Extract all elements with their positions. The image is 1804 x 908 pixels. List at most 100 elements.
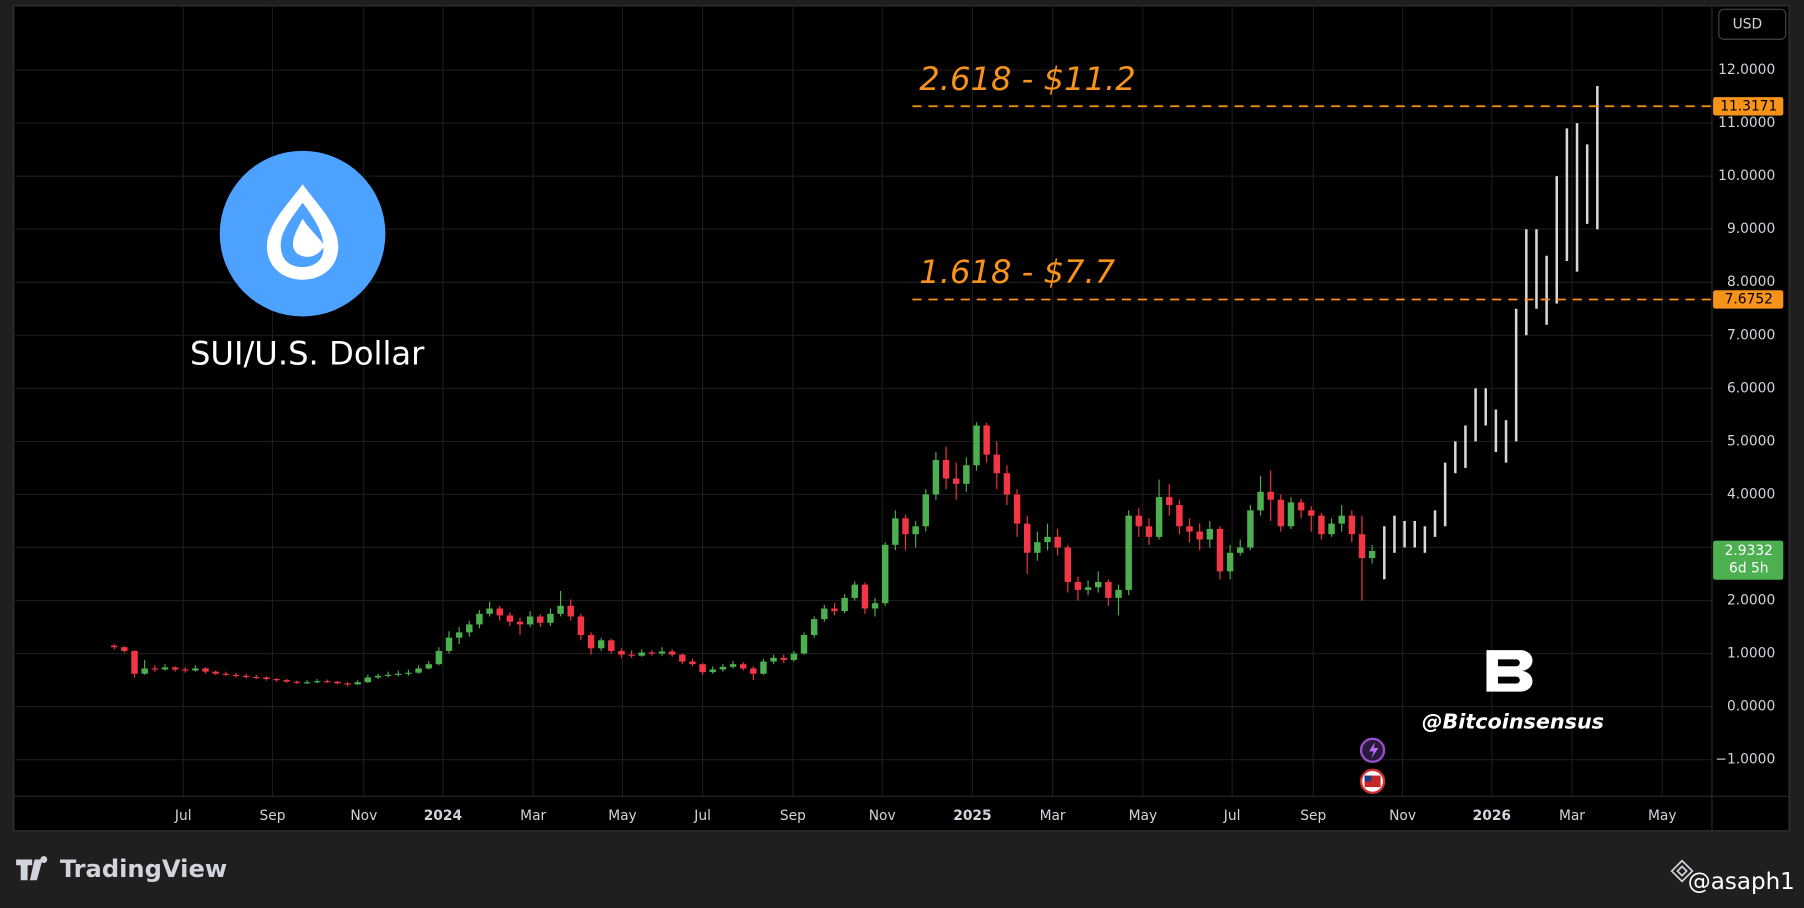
watermark-logo	[1486, 650, 1533, 692]
candle-body	[618, 650, 625, 655]
watermark-text: @Bitcoinsensus	[1422, 710, 1604, 734]
candle-body	[892, 518, 899, 545]
candle-body	[1084, 587, 1092, 590]
candle-body	[973, 425, 980, 466]
event-bolt	[1369, 742, 1379, 759]
candle-body	[871, 603, 879, 609]
currency-label[interactable]: USD	[1733, 16, 1762, 32]
candle-body	[364, 677, 372, 683]
candle-body	[476, 613, 483, 625]
candle-body	[232, 674, 240, 676]
candle-body	[780, 657, 787, 660]
price-badge	[1713, 97, 1784, 116]
tradingview-logo	[16, 856, 48, 881]
candle-body	[750, 668, 757, 674]
candle-body	[841, 597, 848, 612]
candle-body	[395, 673, 402, 675]
candle-body	[1328, 523, 1335, 535]
x-tick-label: Jul	[174, 808, 192, 824]
candle-body	[1237, 547, 1244, 553]
candle-body	[151, 668, 159, 670]
fib-label: 2.618 - $11.2	[919, 60, 1135, 98]
x-tick-label: Mar	[1559, 808, 1585, 824]
candle-body	[141, 668, 148, 674]
candle-body	[1064, 547, 1072, 582]
candle-body	[273, 679, 280, 681]
candle-body	[121, 647, 128, 651]
candle-body	[1034, 542, 1041, 553]
last-price-badge	[1713, 540, 1784, 580]
flag-stripes	[1364, 775, 1381, 788]
candle-body	[374, 675, 382, 678]
candle-body	[445, 637, 453, 651]
candle-body	[242, 675, 250, 678]
candle-body	[344, 683, 351, 685]
candle-body	[1287, 502, 1295, 527]
candle-body	[790, 653, 798, 660]
author: @asaph1	[1688, 869, 1795, 895]
candle-body	[496, 608, 503, 616]
candle-body	[455, 632, 463, 638]
candle-body	[1135, 515, 1143, 527]
candle-body	[1267, 491, 1274, 500]
y-tick-label: 10.0000	[1718, 168, 1775, 184]
candle-body	[932, 459, 940, 495]
candle-body	[1105, 581, 1112, 598]
price-badge	[1713, 290, 1784, 309]
candle-body	[1044, 536, 1051, 543]
candle-body	[1186, 526, 1193, 532]
candle-body	[192, 668, 199, 671]
candle-body	[1226, 552, 1234, 572]
price-badge-label: 11.3171	[1720, 98, 1777, 114]
candle-body	[1206, 528, 1214, 540]
candle-body	[902, 518, 909, 535]
branding: TradingView	[60, 855, 227, 883]
x-tick-label: Jul	[693, 808, 711, 824]
candle-body	[161, 667, 169, 670]
fib-label: 1.618 - $7.7	[919, 253, 1115, 291]
candle-body	[1023, 523, 1031, 553]
candle-body	[1277, 499, 1285, 527]
candle-body	[1358, 534, 1366, 559]
candle-body	[253, 676, 260, 679]
x-tick-label: May	[1648, 808, 1677, 824]
candle-body	[658, 651, 666, 654]
x-tick-label: 2026	[1473, 808, 1511, 824]
candle-body	[567, 605, 574, 617]
candle-body	[202, 668, 209, 672]
candle-body	[1054, 536, 1061, 548]
candle-body	[516, 621, 524, 625]
x-tick-label: 2024	[424, 808, 462, 824]
flag-canton	[1364, 775, 1372, 782]
candle-body	[587, 635, 595, 649]
candle-body	[1338, 515, 1345, 524]
candle-body	[1145, 526, 1153, 537]
candle-body	[222, 673, 230, 675]
candle-body	[831, 608, 838, 612]
candle-body	[679, 654, 686, 662]
candle-body	[881, 544, 889, 604]
y-tick-label: 8.0000	[1727, 274, 1775, 290]
price-badge-label: 7.6752	[1725, 291, 1773, 307]
candle-body	[425, 664, 432, 669]
candle-body	[1297, 502, 1305, 511]
candle-body	[912, 526, 919, 535]
candle-body	[821, 608, 828, 620]
y-tick-label: −1.0000	[1715, 752, 1775, 768]
candle-body	[1095, 581, 1102, 588]
x-tick-label: 2025	[953, 808, 991, 824]
countdown-label: 6d 5h	[1729, 560, 1768, 576]
candle-body	[922, 494, 929, 527]
candle-body	[303, 682, 311, 684]
candle-body	[800, 635, 808, 654]
currency-button[interactable]	[1718, 8, 1787, 40]
candle-body	[1318, 515, 1325, 535]
candle-body	[1125, 515, 1132, 590]
candle-body	[415, 668, 422, 673]
candle-body	[1115, 589, 1122, 598]
plot-background	[13, 5, 1790, 832]
candle-body	[1013, 494, 1021, 524]
candle-body	[334, 681, 341, 684]
candle-body	[942, 459, 950, 479]
y-tick-label: 9.0000	[1727, 221, 1775, 237]
